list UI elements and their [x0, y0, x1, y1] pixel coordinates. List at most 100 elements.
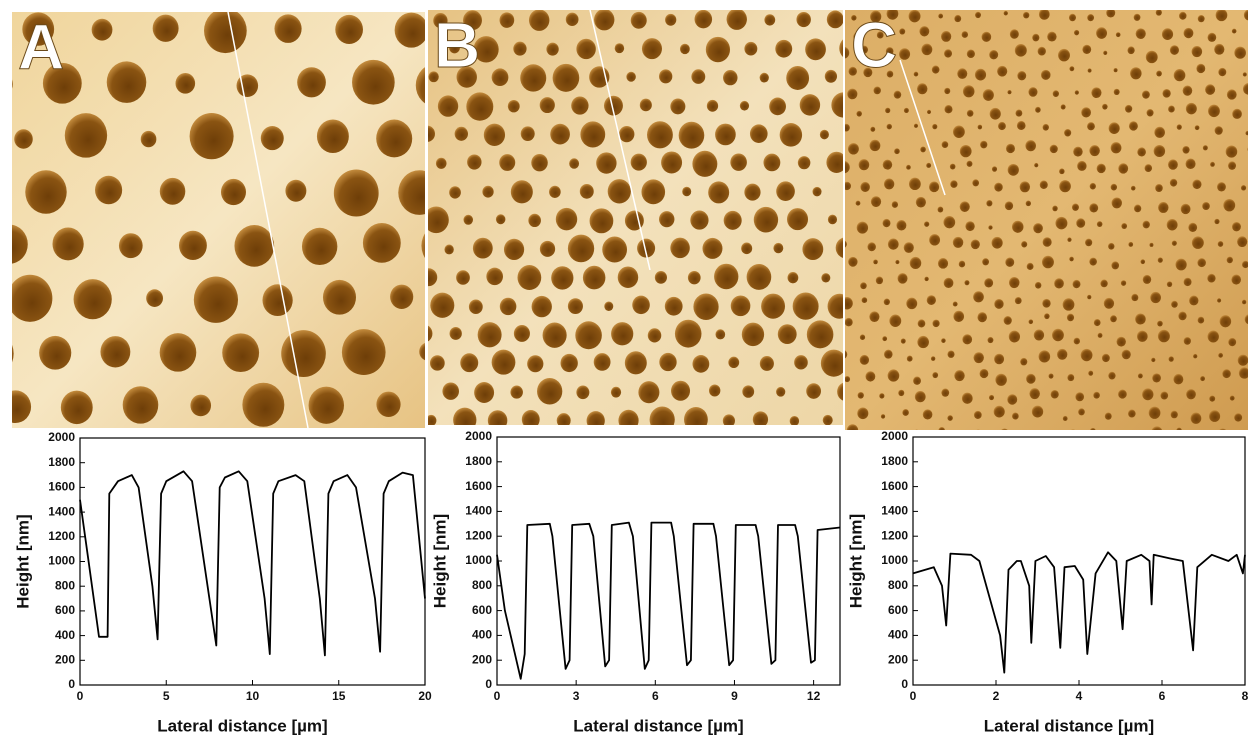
pore [802, 238, 824, 261]
pore [744, 183, 761, 201]
pore [973, 410, 982, 419]
pore [752, 411, 769, 425]
pore [777, 324, 797, 345]
pore [1078, 408, 1085, 416]
pore [801, 426, 810, 436]
pore [805, 38, 826, 61]
pore [928, 181, 940, 193]
pore [883, 298, 890, 306]
pore [1066, 313, 1075, 322]
pore [1238, 367, 1248, 379]
pore [966, 49, 975, 59]
pore [466, 92, 494, 121]
pore [1032, 33, 1040, 42]
pore [430, 292, 455, 318]
pore [950, 180, 958, 188]
pore [998, 121, 1006, 131]
pore [428, 414, 437, 425]
pore [204, 12, 247, 54]
pore [1007, 163, 1019, 176]
pore [1068, 13, 1077, 22]
pore [449, 186, 461, 199]
panel-label: C [851, 9, 897, 81]
y-tick-label: 1600 [48, 480, 75, 494]
pore [322, 279, 357, 315]
profile-line [496, 521, 841, 680]
x-axis-label: Lateral distance [µm] [984, 716, 1154, 735]
pore [860, 282, 867, 290]
profile-line [79, 470, 426, 657]
pore [845, 181, 852, 191]
pore [1158, 201, 1169, 213]
pore [687, 270, 701, 285]
pore [39, 335, 72, 370]
pore [190, 394, 212, 417]
pore [1151, 426, 1163, 430]
pore [789, 415, 800, 425]
pore [994, 182, 1003, 192]
pore [882, 336, 888, 342]
pore [1021, 241, 1028, 248]
pore [531, 154, 548, 172]
pore [495, 214, 506, 225]
pore [962, 334, 973, 345]
pore [845, 240, 847, 248]
pore [1106, 10, 1116, 18]
pore [179, 230, 207, 261]
pore [1228, 337, 1237, 347]
pore [846, 468, 864, 487]
pore [1171, 300, 1178, 308]
pore [1082, 44, 1092, 55]
y-tick-label: 200 [472, 652, 492, 666]
pore [684, 407, 708, 425]
pore [941, 338, 946, 343]
pore [607, 179, 631, 204]
pore [520, 64, 547, 92]
pore [1088, 370, 1094, 376]
pore [940, 30, 952, 42]
pore [437, 440, 452, 456]
pore [1142, 388, 1154, 401]
pore [152, 14, 179, 42]
pore [1173, 69, 1186, 82]
pore [856, 494, 878, 517]
pore [1005, 257, 1015, 267]
pore [1183, 277, 1192, 287]
pore [428, 206, 449, 234]
pore [626, 71, 636, 82]
pore [1171, 240, 1177, 246]
pore [953, 310, 965, 322]
pore [855, 200, 861, 206]
pore [308, 386, 345, 424]
pore [513, 41, 527, 56]
pore [837, 382, 843, 401]
pore [913, 71, 919, 77]
pore [1180, 203, 1191, 215]
pore [1049, 144, 1058, 154]
pore [1015, 109, 1023, 117]
pore [1034, 162, 1039, 168]
pore [835, 237, 843, 258]
pore [483, 123, 506, 146]
pore [604, 95, 623, 116]
pore [1071, 203, 1079, 211]
y-tick-label: 0 [485, 677, 492, 691]
pore [836, 0, 845, 2]
pore [842, 466, 848, 473]
pore [975, 11, 981, 19]
pore [827, 214, 838, 225]
x-tick-label: 0 [494, 689, 501, 703]
pore [1093, 319, 1101, 327]
pore [1209, 395, 1216, 402]
pore [1131, 293, 1139, 302]
pore [1219, 315, 1232, 328]
pore [1179, 11, 1187, 20]
pore [692, 150, 718, 177]
pore [1188, 222, 1198, 232]
pore [1209, 410, 1221, 422]
pore [863, 67, 873, 78]
pore [1183, 337, 1191, 345]
y-axis-label: Height [nm] [846, 514, 865, 608]
pore [1135, 28, 1146, 39]
pore [861, 297, 868, 304]
